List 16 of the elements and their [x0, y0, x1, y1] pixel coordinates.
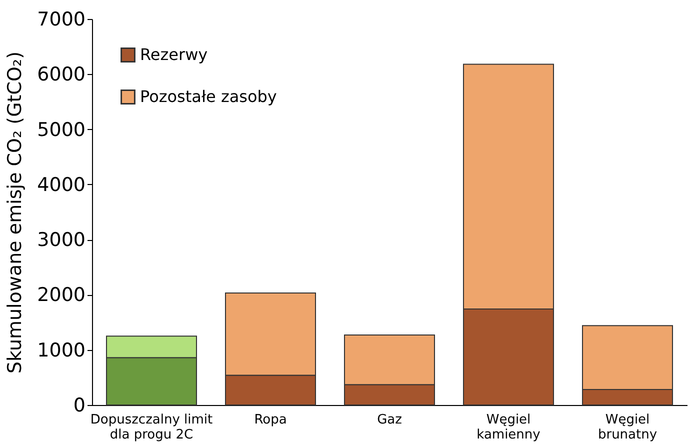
y-tick-label: 1000: [37, 339, 86, 362]
y-tick-label: 6000: [37, 64, 86, 86]
y-tick-label: 5000: [37, 118, 86, 141]
legend-label: Rezerwy: [140, 45, 208, 64]
y-tick-label: 2000: [37, 284, 86, 306]
y-tick-label: 0: [73, 394, 86, 416]
x-tick-label: Gaz: [377, 412, 402, 428]
y-tick-label: 4000: [37, 174, 86, 196]
y-axis-title: Skumulowane emisje CO₂ (GtCO₂): [4, 51, 26, 374]
x-tick-label: Ropa: [254, 412, 287, 428]
y-tick-label: 3000: [37, 229, 86, 252]
y-tick-label: 7000: [37, 8, 86, 30]
x-tick-label: Dopuszczalny limit dla progu 2C: [90, 412, 213, 442]
x-tick-label: Węgiel brunatny: [598, 412, 658, 442]
legend-label: Pozostałe zasoby: [140, 87, 277, 106]
x-tick-label: Węgiel kamienny: [476, 412, 541, 442]
